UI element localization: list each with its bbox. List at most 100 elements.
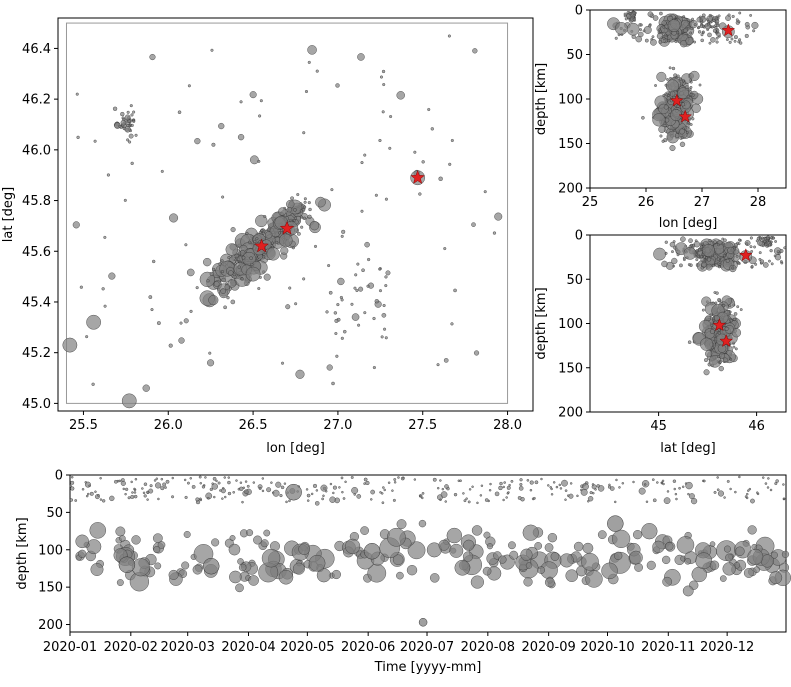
notable-event-marker <box>118 556 136 573</box>
event-marker <box>673 487 676 491</box>
event-marker <box>437 486 440 490</box>
notable-event-marker <box>285 483 302 501</box>
event-marker <box>133 491 137 494</box>
event-marker <box>257 286 261 290</box>
event-marker <box>479 494 483 497</box>
event-marker <box>160 486 165 491</box>
event-marker <box>132 119 136 123</box>
event-marker <box>230 227 236 233</box>
event-marker <box>486 543 493 550</box>
event-marker <box>533 496 536 500</box>
event-marker <box>360 209 364 213</box>
event-marker <box>647 11 654 17</box>
map-x-axis-label: lon [deg] <box>266 441 325 456</box>
event-marker <box>482 566 492 576</box>
event-marker <box>418 519 427 528</box>
event-marker <box>654 84 657 87</box>
event-marker <box>581 483 589 490</box>
timeline-x-tick-label: 2020-07 <box>400 640 454 655</box>
event-marker <box>770 551 778 559</box>
event-marker <box>315 196 326 208</box>
event-marker <box>103 235 107 239</box>
event-marker <box>241 500 244 504</box>
event-marker <box>731 14 735 19</box>
event-marker <box>246 484 250 488</box>
map-y-tick-label: 46.4 <box>22 42 51 57</box>
event-marker <box>227 476 230 479</box>
event-marker <box>682 256 686 260</box>
event-marker <box>623 12 627 16</box>
event-marker <box>750 265 754 268</box>
event-marker <box>228 543 241 556</box>
event-marker <box>689 31 693 35</box>
event-marker <box>745 242 749 246</box>
event-marker <box>635 35 642 43</box>
map-y-axis-label: lat [deg] <box>1 187 16 242</box>
event-marker <box>621 482 625 485</box>
event-marker <box>639 23 643 27</box>
event-marker <box>275 240 279 244</box>
event-marker <box>198 475 202 479</box>
event-marker <box>72 221 80 229</box>
event-marker <box>360 161 364 165</box>
event-marker <box>142 384 150 392</box>
event-marker <box>340 476 344 480</box>
event-marker <box>698 83 702 87</box>
event-marker <box>178 337 185 344</box>
event-marker <box>381 501 385 505</box>
event-marker <box>652 540 665 553</box>
event-marker <box>448 162 452 166</box>
event-marker <box>316 568 331 583</box>
event-marker <box>384 197 388 201</box>
event-marker <box>534 542 543 550</box>
event-marker <box>85 494 89 498</box>
event-marker <box>668 66 672 70</box>
event-marker <box>309 220 320 231</box>
event-marker <box>561 479 568 487</box>
event-marker <box>69 484 72 488</box>
event-marker <box>641 523 658 540</box>
event-marker <box>550 552 560 561</box>
event-marker <box>748 487 752 491</box>
event-marker <box>712 18 716 22</box>
event-marker <box>547 484 550 487</box>
event-marker <box>223 305 227 310</box>
event-marker <box>354 273 358 277</box>
event-marker <box>679 77 683 81</box>
event-marker <box>70 480 75 485</box>
event-marker <box>365 480 370 486</box>
event-marker <box>184 495 188 499</box>
event-marker <box>718 262 722 266</box>
event-marker <box>549 486 552 489</box>
event-marker <box>103 304 107 308</box>
event-marker <box>250 262 254 267</box>
event-marker <box>179 321 183 325</box>
event-marker <box>733 312 738 316</box>
event-marker <box>363 153 367 157</box>
event-marker <box>702 479 706 483</box>
event-marker <box>728 310 732 314</box>
event-marker <box>209 487 213 491</box>
event-marker <box>664 240 668 244</box>
event-marker <box>258 487 262 490</box>
event-marker <box>699 337 714 351</box>
event-marker <box>278 569 294 585</box>
event-marker <box>228 270 234 276</box>
event-marker <box>149 484 153 488</box>
depth-lat-y-tick-label: 0 <box>575 229 583 244</box>
event-marker <box>85 335 89 339</box>
event-marker <box>285 304 291 310</box>
event-marker <box>108 272 116 280</box>
event-marker <box>700 257 705 263</box>
event-marker <box>438 176 443 181</box>
event-marker <box>208 351 212 355</box>
event-marker <box>378 289 382 293</box>
event-marker <box>272 489 280 497</box>
event-marker <box>758 258 762 261</box>
event-marker <box>69 498 74 502</box>
event-marker <box>701 261 707 268</box>
event-marker <box>612 529 631 548</box>
event-marker <box>189 309 193 313</box>
event-marker <box>716 476 719 479</box>
event-marker <box>307 45 317 55</box>
